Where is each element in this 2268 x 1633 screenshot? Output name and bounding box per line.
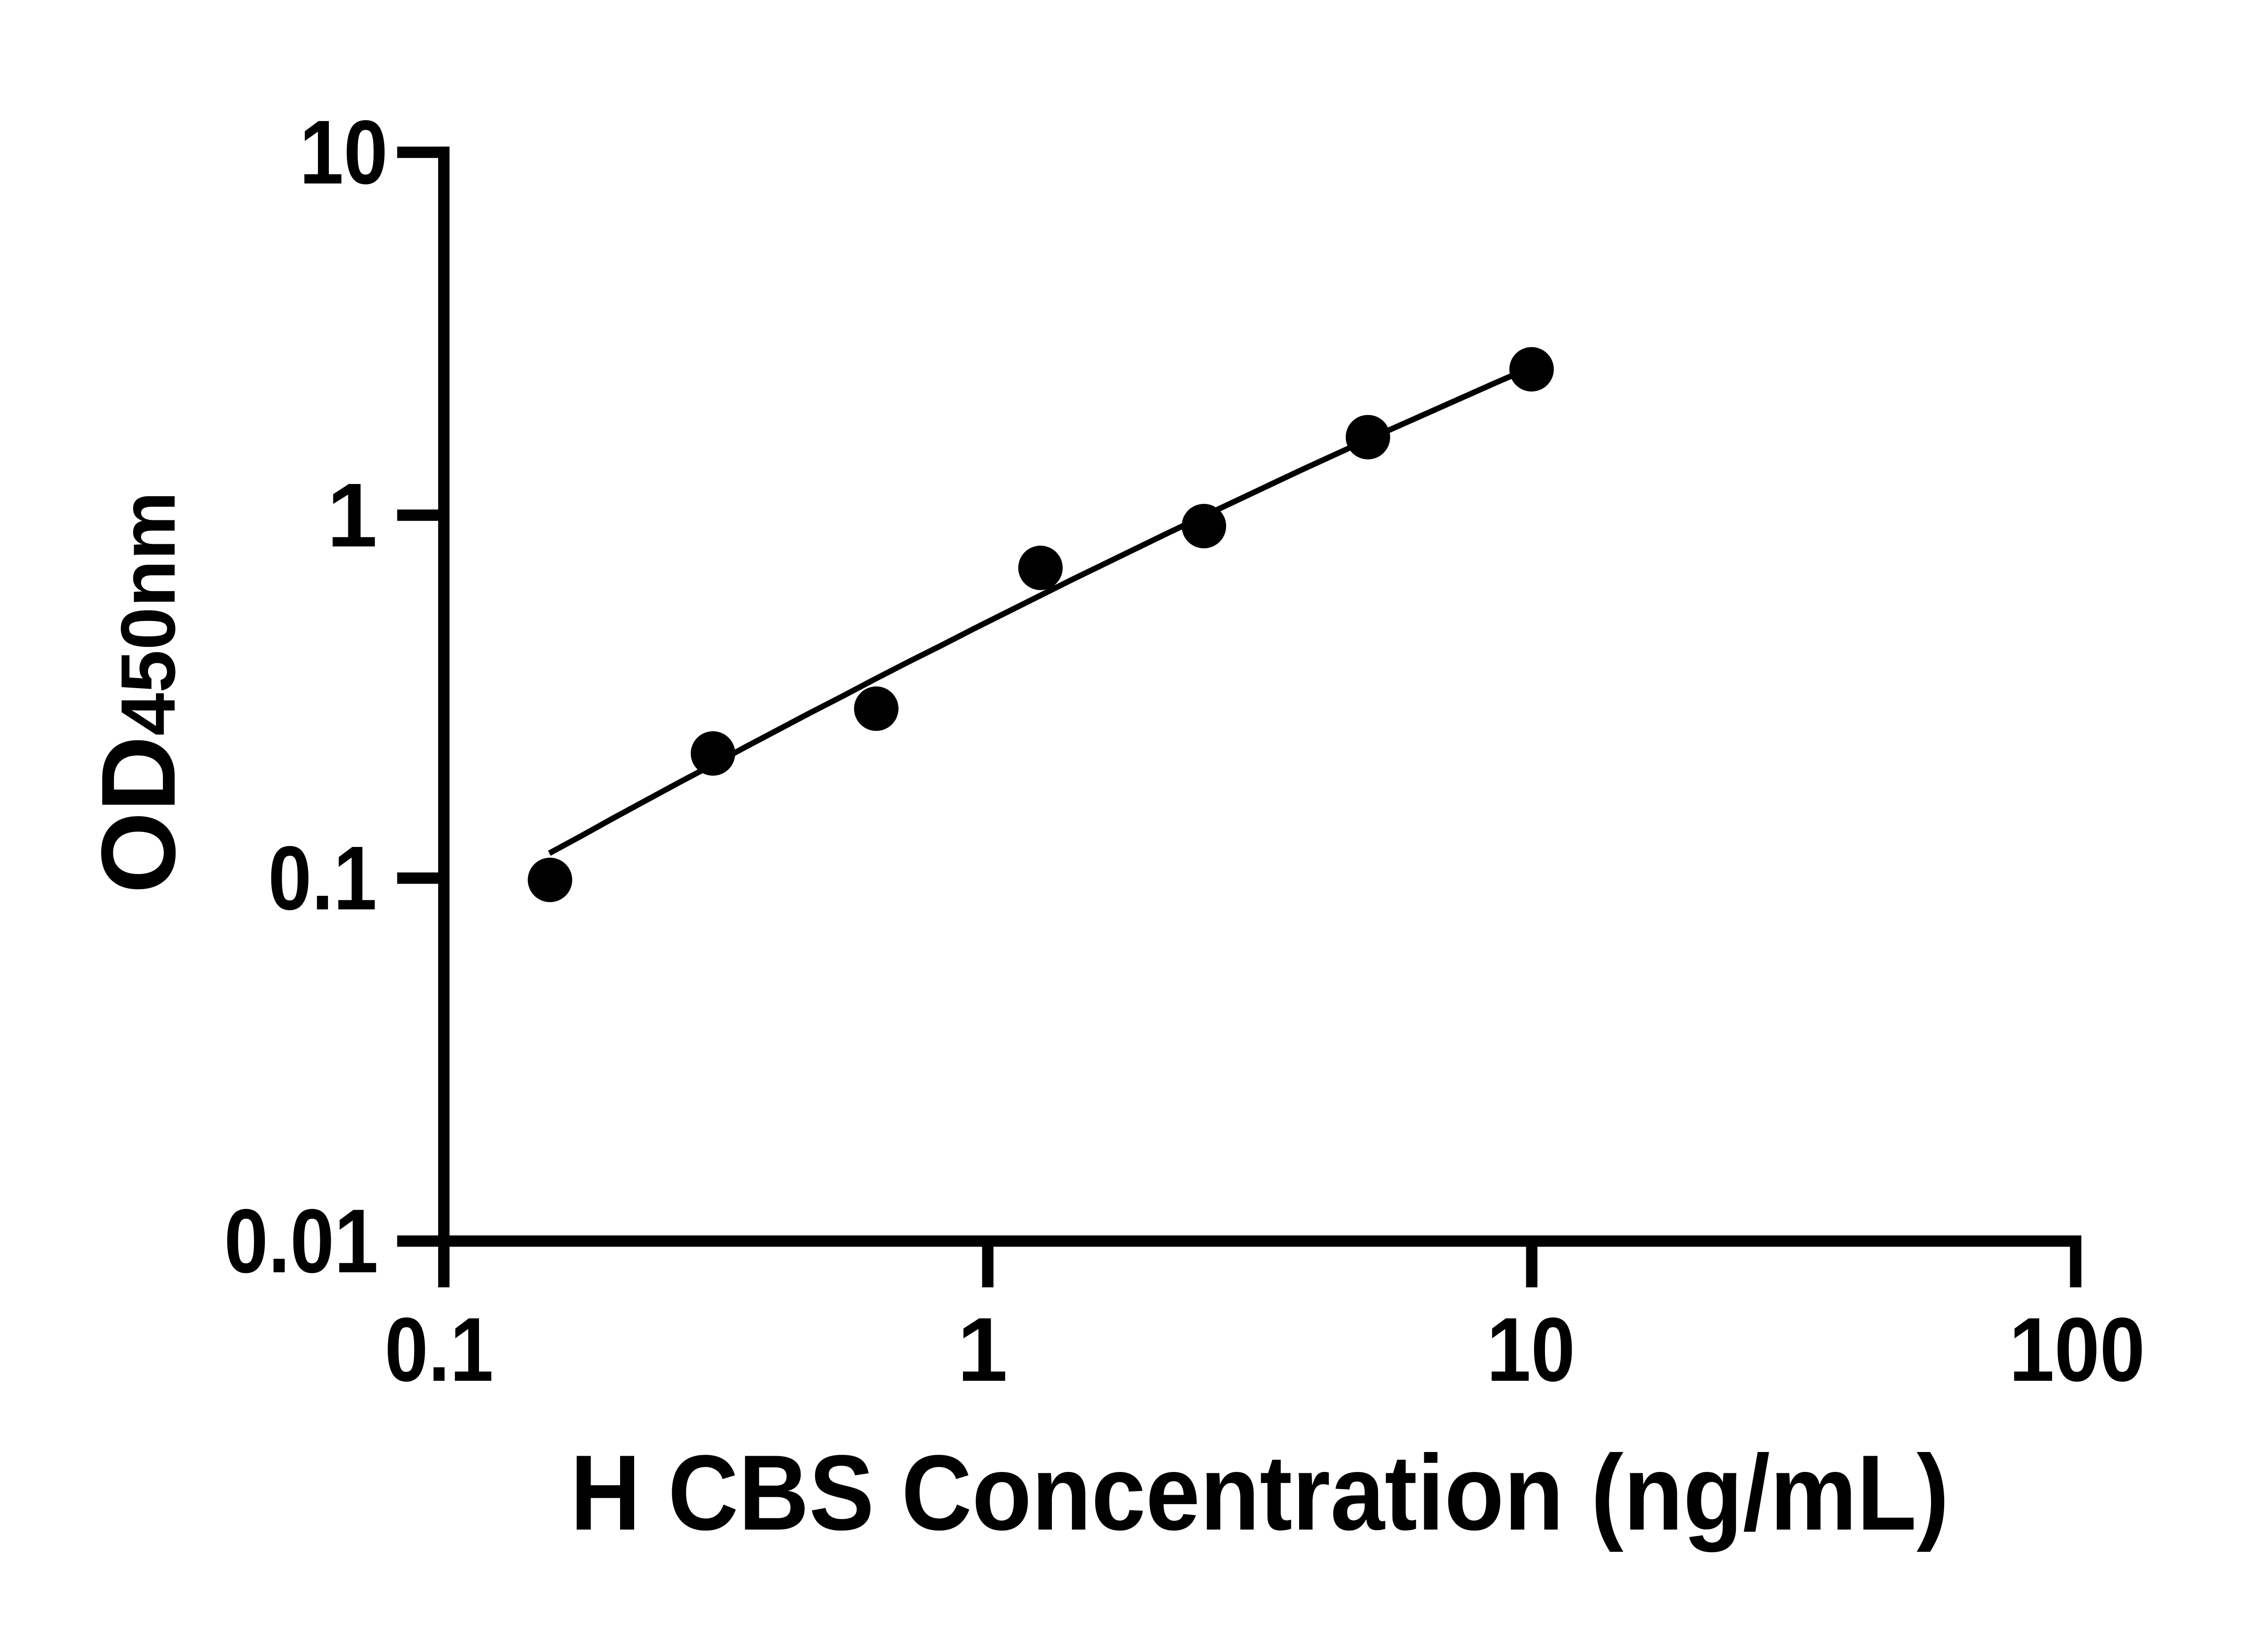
- svg-text:100: 100: [2009, 1299, 2145, 1400]
- svg-text:1: 1: [957, 1299, 1007, 1400]
- svg-text:H CBS Concentration (ng/mL): H CBS Concentration (ng/mL): [570, 1433, 1949, 1553]
- svg-text:0.1: 0.1: [268, 828, 377, 929]
- svg-text:0.01: 0.01: [224, 1191, 378, 1292]
- svg-text:10: 10: [1487, 1299, 1575, 1400]
- svg-text:10: 10: [299, 102, 388, 203]
- svg-text:1: 1: [327, 465, 377, 566]
- svg-text:0.1: 0.1: [385, 1299, 494, 1400]
